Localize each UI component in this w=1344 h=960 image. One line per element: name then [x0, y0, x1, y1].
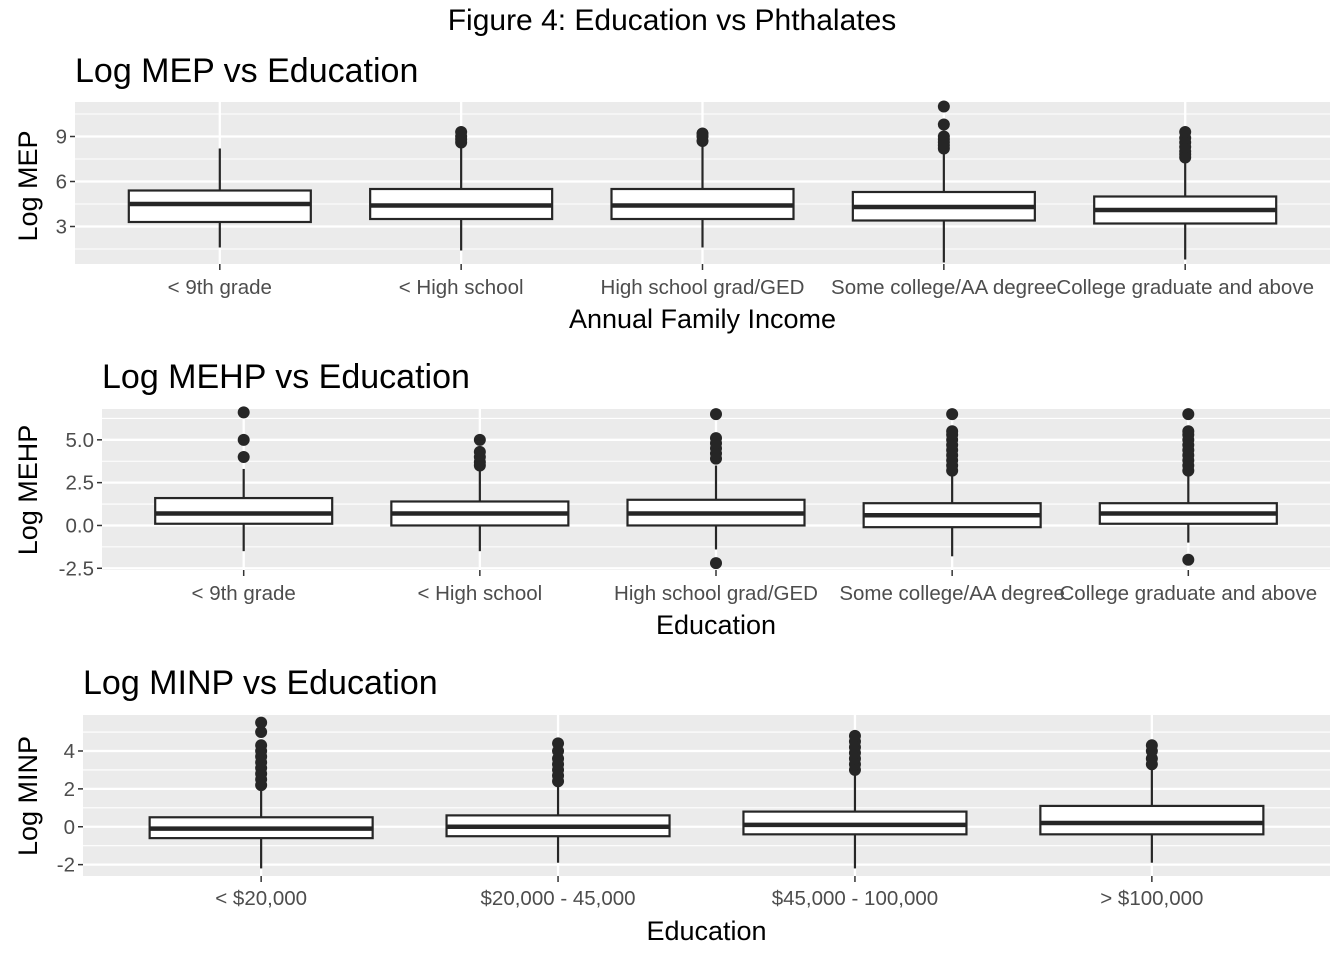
outlier-point: [1182, 553, 1195, 566]
y-tick-label: 3: [56, 216, 67, 239]
y-tick-label: 4: [64, 740, 75, 763]
outlier-point: [937, 100, 950, 113]
outlier-point: [946, 425, 959, 438]
outlier-point: [937, 118, 950, 131]
panel-title: Log MEP vs Education: [75, 52, 418, 90]
x-tick-label: $20,000 - 45,000: [481, 887, 636, 910]
x-tick-label: $45,000 - 100,000: [772, 887, 938, 910]
outlier-point: [473, 445, 486, 458]
x-tick-label: College graduate and above: [1056, 276, 1314, 299]
outlier-point: [1182, 408, 1195, 421]
y-tick-label: 2.5: [66, 472, 95, 495]
y-tick-label: 2: [64, 778, 75, 801]
x-tick-label: College graduate and above: [1060, 582, 1318, 605]
y-axis-label: Log MEP: [13, 130, 43, 241]
outlier-point: [255, 739, 268, 752]
outlier-point: [473, 433, 486, 446]
y-tick-label: 5.0: [66, 429, 95, 452]
x-tick-label: Some college/AA degree: [839, 582, 1065, 605]
y-tick-label: 0.0: [66, 514, 95, 537]
outlier-point: [237, 450, 250, 463]
box-iqr: [154, 496, 334, 525]
figure-title: Figure 4: Education vs Phthalates: [447, 4, 897, 37]
outlier-point: [255, 726, 268, 739]
x-tick-label: < $20,000: [215, 887, 307, 910]
outlier-point: [1145, 739, 1158, 752]
x-tick-label: < 9th grade: [168, 276, 272, 299]
y-tick-label: 9: [56, 126, 67, 149]
x-tick-label: High school grad/GED: [614, 582, 818, 605]
x-tick-label: > $100,000: [1100, 887, 1203, 910]
outlier-point: [937, 130, 950, 143]
panel-title: Log MINP vs Education: [83, 664, 438, 702]
x-tick-label: < High school: [399, 276, 524, 299]
y-axis-label: Log MEHP: [13, 425, 43, 556]
y-tick-label: 6: [56, 171, 67, 194]
x-tick-label: Some college/AA degree: [831, 276, 1057, 299]
outlier-point: [696, 127, 709, 140]
x-axis-label: Education: [646, 916, 766, 946]
outlier-point: [455, 126, 468, 138]
outlier-point: [552, 737, 565, 750]
outlier-point: [710, 408, 722, 421]
outlier-point: [1182, 425, 1195, 438]
x-axis-label: Education: [656, 610, 776, 640]
x-tick-label: < High school: [417, 582, 542, 605]
outlier-point: [710, 557, 722, 570]
outlier-point: [848, 729, 861, 742]
panel-title: Log MEHP vs Education: [102, 358, 470, 396]
y-tick-label: 0: [64, 816, 75, 839]
x-tick-label: High school grad/GED: [601, 276, 805, 299]
outlier-point: [946, 408, 959, 421]
y-axis-label: Log MINP: [13, 736, 43, 856]
outlier-point: [255, 716, 268, 729]
x-axis-label: Annual Family Income: [569, 304, 836, 334]
outlier-point: [237, 406, 250, 419]
panel-background: [83, 715, 1330, 876]
x-tick-label: < 9th grade: [192, 582, 296, 605]
outlier-point: [237, 433, 250, 446]
y-tick-label: -2.5: [59, 557, 94, 580]
outlier-point: [1179, 126, 1192, 138]
box-iqr: [1039, 804, 1265, 836]
y-tick-label: -2: [57, 854, 75, 877]
outlier-point: [710, 432, 722, 445]
